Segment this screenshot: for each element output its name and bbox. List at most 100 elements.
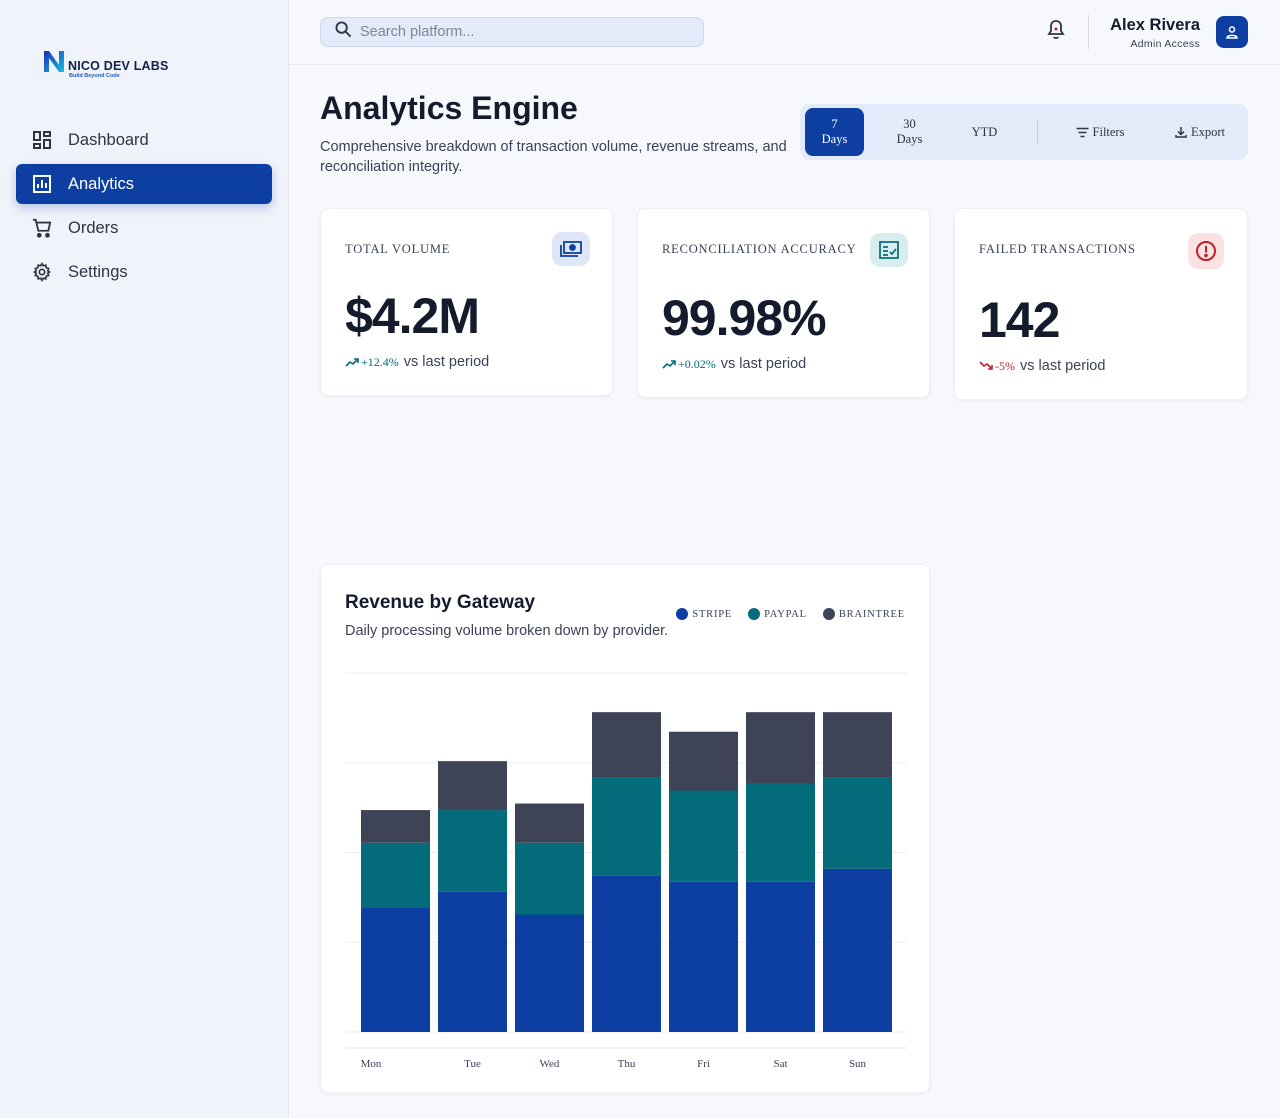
range-30-days-button[interactable]: 30 Days [880,108,939,156]
sidebar-item-label: Settings [68,262,128,281]
bar-segment-stripe-sun[interactable] [823,868,892,1032]
bar-segment-stripe-thu[interactable] [592,875,661,1032]
brand-tagline: Build Beyond Code [69,73,120,79]
stat-card-failed-transactions: FAILED TRANSACTIONS 142 -5% vs last peri… [954,208,1248,400]
legend-label: STRIPE [692,608,733,620]
legend-item-paypal: PAYPAL [748,608,807,620]
bar-segment-stripe-wed[interactable] [515,914,584,1032]
x-tick-label: Fri [697,1058,710,1070]
logo-mark-icon [44,51,64,72]
stat-value: 99.98% [662,290,827,346]
export-label: Export [1190,124,1226,139]
fact-check-icon [870,233,908,267]
dashboard-icon [32,130,52,150]
sidebar-item-label: Analytics [68,174,135,193]
bar-segment-braintree-mon[interactable] [361,810,430,843]
legend-item-braintree: BRAINTREE [822,608,905,620]
range-ytd-label: YTD [971,124,998,139]
bar-segment-paypal-thu[interactable] [592,777,661,876]
bell-icon [1047,20,1065,40]
stat-card-total-volume: TOTAL VOLUME $4.2M +12.4% vs last period [320,208,613,396]
download-icon [1175,127,1187,138]
bar-segment-braintree-tue[interactable] [438,761,507,811]
stat-delta: +0.02% vs last period [662,356,806,372]
range-7-days-button[interactable]: 7 Days [805,108,864,156]
bar-segment-paypal-tue[interactable] [438,810,507,892]
trending-down-icon [979,361,993,370]
x-tick-label: Wed [540,1058,560,1070]
chart-legend: STRIPE PAYPAL BRAINTREE [660,608,905,620]
sidebar-item-label: Dashboard [68,130,149,149]
legend-label: PAYPAL [764,608,807,620]
range-30-days-label-line2: Days [896,132,923,146]
legend-dot [822,608,835,620]
cart-icon [32,218,52,238]
stat-delta-suffix: vs last period [1020,358,1106,374]
user-role: Admin Access [1130,38,1200,50]
sidebar-item-settings[interactable]: Settings [16,252,272,292]
stat-label: RECONCILIATION ACCURACY [662,242,857,256]
export-button[interactable]: Export [1165,108,1235,156]
x-tick-label: Mon [361,1058,382,1070]
sidebar-item-orders[interactable]: Orders [16,208,272,248]
cash-icon [552,232,590,266]
revenue-by-gateway-card: Revenue by Gateway Daily processing volu… [320,564,930,1093]
bar-segment-braintree-thu[interactable] [592,712,661,778]
x-tick-label: Thu [618,1058,636,1070]
brand-logo[interactable]: NICO DEV LABS Build Beyond Code [42,46,182,86]
stat-delta: +12.4% vs last period [345,354,489,370]
bar-segment-braintree-sun[interactable] [823,712,892,778]
analytics-icon [32,174,52,194]
sidebar-item-label: Orders [68,218,119,237]
bar-segment-stripe-mon[interactable] [361,907,430,1032]
filters-label: Filters [1092,124,1125,139]
legend-label: BRAINTREE [838,608,905,620]
bar-segment-braintree-wed[interactable] [515,803,584,843]
chart-subtitle: Daily processing volume broken down by p… [345,623,669,639]
bar-segment-stripe-fri[interactable] [669,881,738,1032]
stat-value: 142 [979,292,1060,348]
bar-segment-paypal-mon[interactable] [361,842,430,908]
stat-delta-value: -5% [995,358,1015,373]
bar-segment-braintree-sat[interactable] [746,712,815,784]
chart-title: Revenue by Gateway [345,592,536,613]
stat-delta-value: +0.02% [678,356,716,371]
filter-icon [1076,127,1089,137]
header-divider [1088,15,1089,49]
trending-up-icon [662,360,676,369]
date-range-selector: 7 Days 30 Days YTD Filters Export [800,104,1248,160]
bar-segment-paypal-sun[interactable] [823,777,892,869]
stacked-bar-chart: Mon Tue Wed Thu Fri Sat Sun [345,672,907,1070]
bar-segment-braintree-fri[interactable] [669,731,738,791]
page-subtitle: Comprehensive breakdown of transaction v… [320,139,787,175]
stat-delta-suffix: vs last period [720,356,807,372]
person-icon [1226,26,1238,39]
bar-segment-stripe-tue[interactable] [438,891,507,1032]
x-tick-label: Sat [773,1058,787,1070]
filters-button[interactable]: Filters [1065,108,1135,156]
notifications-button[interactable] [1046,19,1066,41]
range-7-days-label-line2: Days [821,132,848,146]
top-header: Alex Rivera Admin Access [289,0,1280,65]
stat-card-reconciliation-accuracy: RECONCILIATION ACCURACY 99.98% +0.02% vs… [637,208,930,398]
stat-delta-value: +12.4% [361,354,399,369]
search-bar[interactable] [320,17,704,47]
bar-segment-paypal-wed[interactable] [515,842,584,915]
page-title: Analytics Engine [320,90,578,126]
avatar[interactable] [1216,16,1248,48]
sidebar-item-dashboard[interactable]: Dashboard [16,120,272,160]
stat-value: $4.2M [345,288,480,344]
range-divider [1037,120,1038,144]
stat-label: TOTAL VOLUME [345,242,451,256]
range-7-days-label-line1: 7 [831,117,838,131]
trending-up-icon [345,358,359,367]
search-input[interactable] [360,24,680,40]
bar-segment-paypal-sat[interactable] [746,783,815,882]
range-ytd-button[interactable]: YTD [955,108,1014,156]
legend-dot [676,608,689,620]
sidebar-item-analytics[interactable]: Analytics [16,164,272,204]
bar-segment-paypal-fri[interactable] [669,790,738,882]
legend-item-stripe: STRIPE [676,608,732,620]
sidebar: NICO DEV LABS Build Beyond Code Dashboar… [0,0,289,1118]
bar-segment-stripe-sat[interactable] [746,881,815,1032]
